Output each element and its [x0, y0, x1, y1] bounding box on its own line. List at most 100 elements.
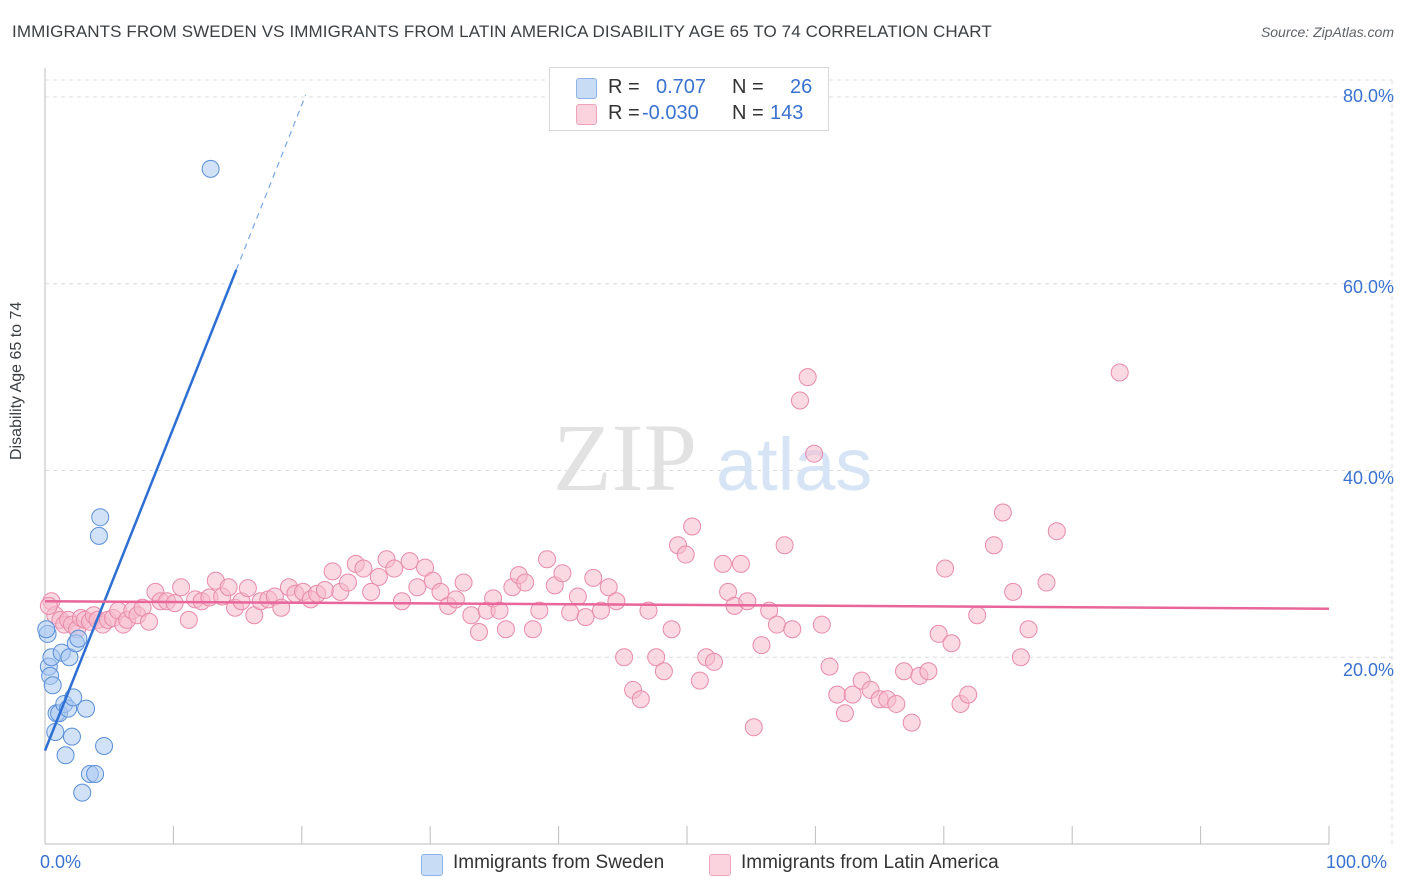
data-point: [731, 554, 750, 573]
data-point: [683, 517, 702, 536]
data-point: [744, 718, 763, 737]
data-point: [553, 564, 572, 583]
legend-r-value: 0.707: [656, 76, 707, 98]
data-point: [408, 578, 427, 597]
data-point: [936, 559, 955, 578]
bottom-legend-swatch-pink: [709, 854, 731, 876]
legend-n-value: 143: [770, 102, 804, 124]
data-point: [591, 601, 610, 620]
data-point: [454, 573, 473, 592]
data-point: [959, 685, 978, 704]
source-credit: Source: ZipAtlas.com: [1260, 24, 1394, 40]
trend-line-sweden: [43, 269, 238, 752]
data-point: [662, 620, 681, 639]
data-point: [805, 444, 824, 463]
data-point: [1011, 648, 1030, 667]
data-point: [496, 620, 515, 639]
watermark: ZIP atlas: [553, 404, 872, 511]
data-point: [843, 685, 862, 704]
data-point: [599, 578, 618, 597]
trend-line-latin-america: [44, 599, 1330, 610]
data-point: [767, 615, 786, 634]
axes: [44, 68, 1330, 845]
data-point: [607, 592, 626, 611]
data-point: [894, 662, 913, 681]
bottom-legend-swatch-blue: [421, 854, 443, 876]
data-point: [140, 612, 159, 631]
data-point: [238, 579, 257, 598]
legend-r-label: R =: [608, 76, 640, 98]
data-point: [654, 662, 673, 681]
data-point: [201, 159, 220, 178]
y-axis-label: Disability Age 65 to 74: [8, 301, 25, 460]
data-point: [315, 581, 334, 600]
data-point: [392, 592, 411, 611]
data-point: [179, 610, 198, 629]
data-point: [639, 601, 658, 620]
data-point: [568, 587, 587, 606]
data-point: [431, 582, 450, 601]
legend-n-label: N =: [732, 102, 764, 124]
data-point: [929, 624, 948, 643]
data-point: [631, 690, 650, 709]
data-point: [362, 582, 381, 601]
sweden-points: [37, 159, 220, 802]
data-point: [790, 391, 809, 410]
data-point: [984, 536, 1003, 555]
data-point: [942, 634, 961, 653]
data-point: [89, 526, 108, 545]
latin-america-points: [39, 363, 1129, 737]
data-point: [775, 536, 794, 555]
data-point: [469, 623, 488, 642]
data-point: [95, 736, 114, 755]
y-tick-label: 60.0%: [1342, 277, 1394, 297]
data-point: [835, 704, 854, 723]
data-point: [446, 590, 465, 609]
data-point: [69, 629, 88, 648]
data-point: [369, 567, 388, 586]
data-point: [73, 783, 92, 802]
data-point: [798, 368, 817, 387]
watermark-atlas: atlas: [716, 423, 872, 506]
trend-line-sweden-extension: [235, 94, 307, 270]
data-point: [523, 620, 542, 639]
y-tick-label: 40.0%: [1342, 468, 1394, 488]
data-point: [530, 601, 549, 620]
data-point: [783, 620, 802, 639]
data-point: [615, 648, 634, 667]
y-tick-label: 80.0%: [1342, 86, 1394, 106]
data-point: [752, 636, 771, 655]
chart-title: IMMIGRANTS FROM SWEDEN VS IMMIGRANTS FRO…: [12, 22, 992, 41]
data-point: [86, 764, 105, 783]
legend-r-value: -0.030: [642, 102, 699, 124]
data-point: [704, 652, 723, 671]
data-point: [91, 508, 110, 527]
data-point: [490, 601, 509, 620]
legend-swatch-pink: [576, 104, 597, 125]
data-point: [339, 573, 358, 592]
data-point: [516, 573, 535, 592]
data-point: [385, 559, 404, 578]
legend-n-label: N =: [732, 76, 764, 98]
legend-row-sweden: R = 0.707 N = 26: [550, 76, 828, 100]
data-point: [919, 662, 938, 681]
data-point: [219, 578, 238, 597]
data-point: [172, 578, 191, 597]
bottom-legend-label: Immigrants from Sweden: [453, 852, 665, 873]
x-tick-label: 0.0%: [40, 852, 82, 872]
legend-r-label: R =: [608, 102, 640, 124]
data-point: [647, 648, 666, 667]
data-point: [1019, 620, 1038, 639]
data-point: [323, 562, 342, 581]
data-point: [584, 568, 603, 587]
data-point: [902, 713, 921, 732]
legend-swatch-blue: [576, 78, 597, 99]
legend-row-latin-america: R = -0.030 N = 143: [550, 102, 828, 126]
data-point: [690, 671, 709, 690]
data-point: [887, 694, 906, 713]
data-point: [462, 606, 481, 625]
data-point: [993, 503, 1012, 522]
stats-legend: R = 0.707 N = 26 R = -0.030 N = 143: [549, 67, 829, 131]
watermark-zip: ZIP: [553, 404, 697, 511]
